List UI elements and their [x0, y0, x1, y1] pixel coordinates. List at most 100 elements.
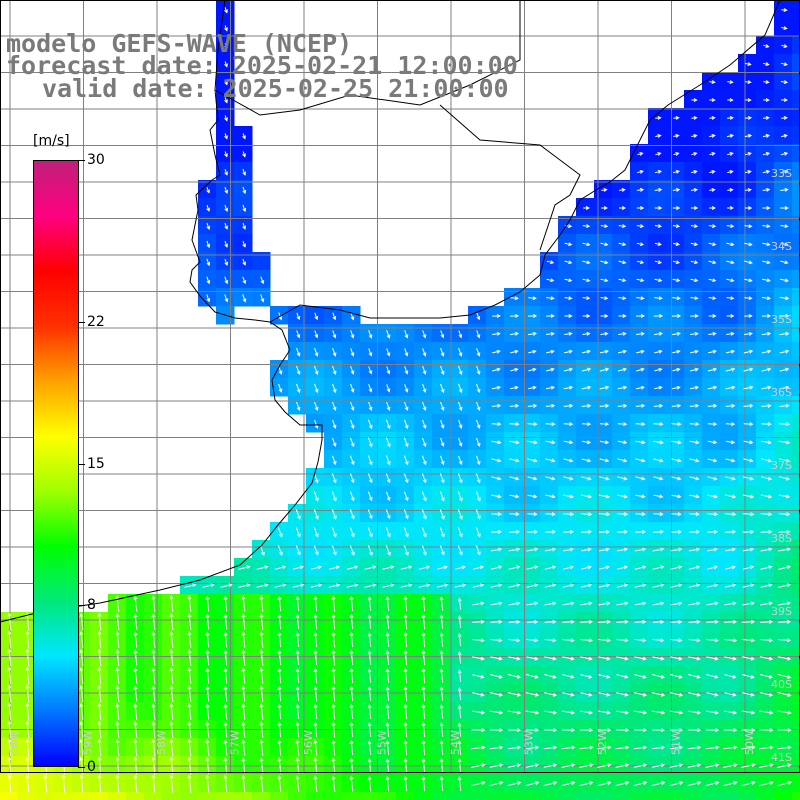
wind-arrow — [780, 134, 788, 138]
wind-arrow — [386, 330, 391, 339]
wind-arrow — [634, 674, 647, 679]
inland-border — [439, 104, 581, 251]
wind-arrow — [689, 476, 700, 481]
wind-arrow — [581, 367, 592, 372]
wind-speed-cell — [648, 360, 667, 379]
wind-arrow — [778, 494, 791, 499]
wind-speed-cell — [198, 738, 217, 757]
wind-speed-cell — [756, 180, 775, 199]
wind-speed-cell — [0, 666, 19, 685]
wind-arrow — [616, 674, 629, 679]
wind-speed-cell — [522, 306, 541, 325]
wind-speed-cell — [396, 594, 415, 613]
wind-speed-cell — [612, 666, 631, 685]
wind-arrow — [654, 187, 663, 192]
wind-arrow — [489, 728, 504, 733]
wind-arrow — [368, 401, 373, 411]
wind-arrow — [690, 260, 699, 265]
wind-arrow — [672, 170, 681, 174]
wind-arrow — [332, 365, 337, 375]
wind-arrow — [690, 278, 699, 283]
colorbar-tick-mark — [78, 321, 85, 323]
wind-arrow — [633, 781, 648, 787]
wind-arrow — [349, 667, 354, 684]
wind-arrow — [597, 728, 612, 733]
wind-arrow — [332, 330, 337, 339]
latitude-label: 36S — [771, 386, 792, 399]
wind-speed-cell — [486, 648, 505, 667]
wind-arrow — [670, 638, 683, 643]
wind-speed-cell — [702, 270, 721, 289]
wind-speed-cell — [738, 468, 757, 487]
wind-arrow — [403, 631, 408, 648]
wind-speed-cell — [180, 792, 199, 800]
wind-speed-cell — [540, 774, 559, 793]
wind-speed-cell — [792, 36, 800, 55]
wind-speed-cell — [270, 648, 289, 667]
wind-arrow — [525, 781, 540, 787]
wind-speed-cell — [504, 612, 523, 631]
wind-speed-cell — [630, 702, 649, 721]
wind-arrow — [440, 348, 445, 357]
wind-speed-cell — [756, 450, 775, 469]
wind-speed-cell — [720, 648, 739, 667]
wind-speed-cell — [288, 666, 307, 685]
wind-speed-cell — [486, 306, 505, 325]
wind-arrow — [760, 565, 773, 570]
wind-arrow — [777, 656, 792, 661]
wind-arrow — [706, 674, 719, 679]
wind-speed-cell — [720, 540, 739, 559]
wind-arrow — [581, 440, 592, 445]
wind-arrow — [223, 685, 228, 702]
wind-speed-cell — [306, 594, 325, 613]
wind-arrow — [672, 206, 681, 210]
wind-speed-cell — [342, 756, 361, 775]
wind-arrow — [582, 314, 591, 318]
wind-arrow — [651, 728, 666, 733]
wind-speed-cell — [612, 342, 631, 361]
wind-arrow — [671, 403, 682, 408]
wind-speed-cell — [504, 522, 523, 541]
wind-speed-cell — [504, 324, 523, 343]
wind-arrow — [296, 365, 301, 375]
wind-speed-cell — [774, 468, 793, 487]
wind-speed-cell — [702, 738, 721, 757]
wind-arrow — [205, 649, 210, 666]
wind-arrow — [653, 313, 664, 318]
wind-arrow — [509, 476, 520, 481]
wind-arrow — [97, 612, 102, 631]
wind-speed-cell — [522, 324, 541, 343]
wind-speed-cell — [216, 774, 235, 793]
wind-arrow — [725, 458, 736, 463]
wind-speed-cell — [594, 792, 613, 800]
wind-speed-cell — [684, 216, 703, 235]
wind-speed-cell — [684, 630, 703, 649]
wind-speed-cell — [684, 234, 703, 253]
wind-speed-cell — [630, 378, 649, 397]
wind-speed-cell — [756, 162, 775, 181]
wind-speed-cell — [666, 738, 685, 757]
wind-arrow — [367, 757, 372, 774]
wind-arrow — [744, 331, 753, 336]
wind-arrow — [439, 596, 444, 611]
wind-arrow — [546, 314, 555, 318]
wind-arrow — [723, 728, 738, 733]
wind-speed-cell — [576, 738, 595, 757]
wind-speed-cell — [756, 414, 775, 433]
wind-arrow — [403, 775, 408, 792]
wind-arrow — [508, 656, 521, 661]
wind-arrow — [671, 476, 682, 481]
wind-arrow — [400, 565, 413, 570]
wind-speed-cell — [756, 432, 775, 451]
wind-arrow — [779, 313, 790, 318]
wind-arrow — [527, 313, 538, 318]
wind-speed-cell — [792, 756, 800, 775]
wind-speed-cell — [648, 738, 667, 757]
wind-arrow — [133, 613, 138, 630]
wind-speed-cell — [360, 792, 379, 800]
wind-arrow — [314, 419, 319, 429]
wind-speed-cell — [0, 630, 19, 649]
wind-speed-cell — [576, 342, 595, 361]
wind-speed-cell — [702, 126, 721, 145]
wind-arrow — [687, 692, 701, 697]
